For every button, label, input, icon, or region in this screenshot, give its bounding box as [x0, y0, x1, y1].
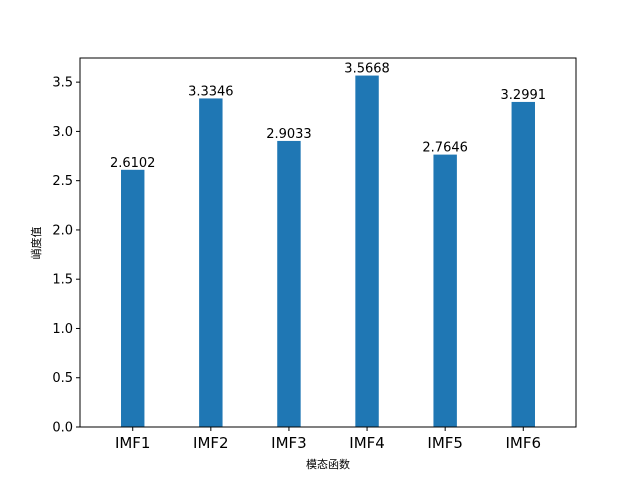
y-tick-label: 3.5	[52, 76, 73, 91]
x-tick-label-imf2: IMF2	[193, 434, 229, 452]
plot-frame	[79, 57, 577, 428]
x-axis: IMF1 IMF2 IMF3 IMF4 IMF5 IMF6	[115, 427, 541, 452]
bar-imf6	[511, 101, 535, 427]
y-tick-label: 1.0	[52, 322, 73, 337]
bar-imf4	[355, 75, 379, 427]
data-label-imf1: 2.6102	[110, 156, 156, 171]
data-label-imf6: 3.2991	[501, 88, 547, 103]
bar-imf2	[199, 98, 223, 427]
x-tick-label-imf1: IMF1	[115, 434, 151, 452]
y-tick-label: 2.5	[52, 174, 73, 189]
y-tick-label: 0.5	[52, 371, 73, 386]
y-tick-label: 1.5	[52, 273, 73, 288]
data-label-imf5: 2.7646	[422, 141, 468, 156]
y-tick-label: 3.0	[52, 125, 73, 140]
bars-layer	[121, 75, 535, 427]
data-labels-layer: 2.6102 3.3346 2.9033 3.5668 2.7646 3.2991	[110, 62, 546, 171]
bar-imf3	[277, 140, 301, 427]
x-axis-label: 模态函数	[306, 458, 350, 471]
x-tick-label-imf6: IMF6	[506, 434, 542, 452]
data-label-imf3: 2.9033	[266, 127, 312, 142]
x-tick-label-imf5: IMF5	[427, 434, 463, 452]
y-axis-label: 峭度值	[29, 227, 43, 260]
bar-imf5	[433, 154, 457, 427]
data-label-imf4: 3.5668	[344, 62, 390, 77]
y-tick-label: 2.0	[52, 223, 73, 238]
bar-imf1	[121, 169, 145, 427]
x-tick-label-imf3: IMF3	[271, 434, 307, 452]
y-axis: 0.0 0.5 1.0 1.5 2.0 2.5 3.0 3.5	[52, 76, 80, 436]
x-tick-label-imf4: IMF4	[349, 434, 385, 452]
data-label-imf2: 3.3346	[188, 84, 234, 99]
y-tick-label: 0.0	[52, 421, 73, 436]
